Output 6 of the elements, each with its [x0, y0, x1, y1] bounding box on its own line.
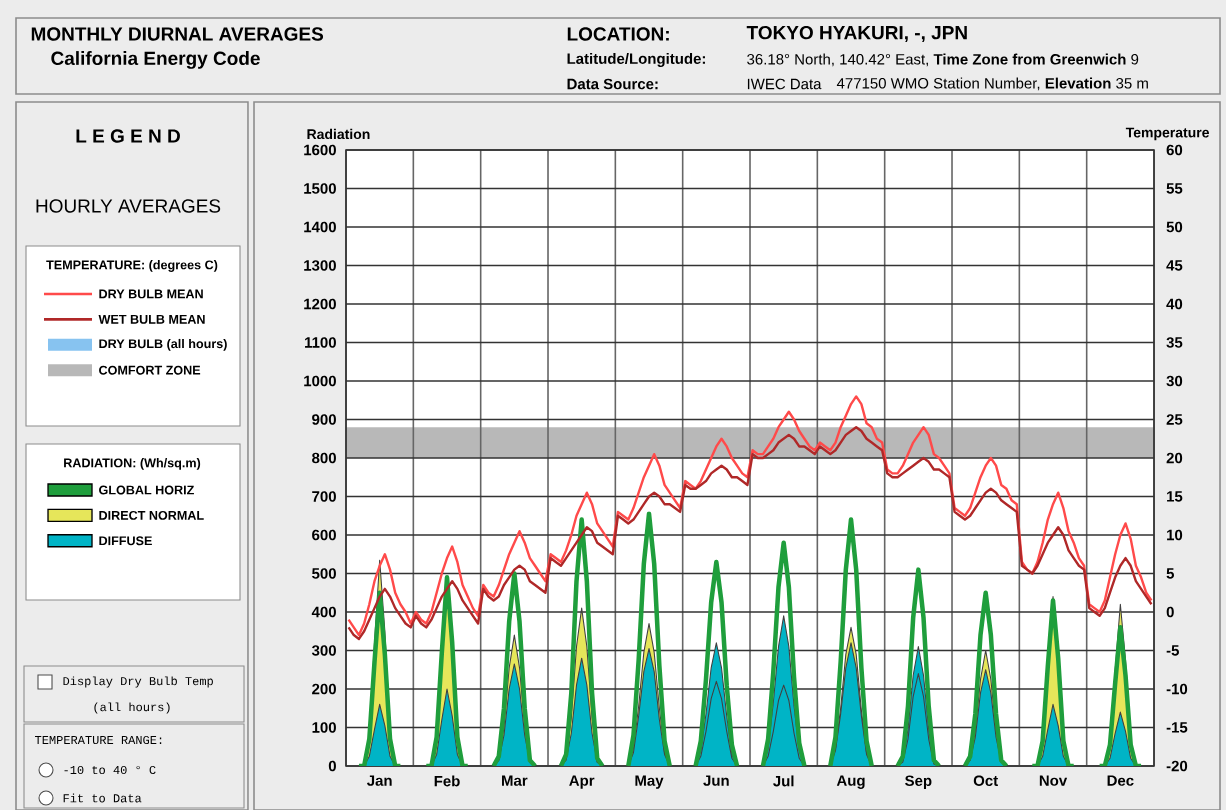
text: LOCATION:	[567, 26, 669, 41]
text: L E G E N D	[76, 128, 180, 143]
text: California Energy Code	[51, 50, 260, 69]
text: MONTHLY DIURNAL AVERAGES	[31, 26, 324, 41]
text: TOKYO HYAKURI, -, JPN	[746, 25, 967, 42]
text: HOURLY AVERAGES	[36, 198, 221, 213]
